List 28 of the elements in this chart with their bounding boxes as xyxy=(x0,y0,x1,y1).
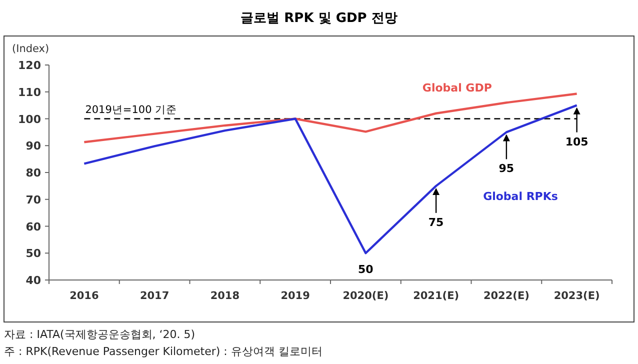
x-tick-label: 2017 xyxy=(140,290,170,302)
y-tick-label: 70 xyxy=(26,193,42,206)
y-tick-label: 40 xyxy=(26,274,42,287)
y-tick-label: 100 xyxy=(18,112,42,126)
y-tick-label: 80 xyxy=(26,166,42,180)
data-label: 105 xyxy=(565,135,588,148)
x-tick-label: 2016 xyxy=(70,290,99,302)
y-axis-title: (Index) xyxy=(12,43,50,55)
x-tick-label: 2020(E) xyxy=(342,290,389,302)
y-tick-label: 60 xyxy=(26,220,42,234)
x-tick-label: 2021(E) xyxy=(413,290,460,302)
y-tick-label: 120 xyxy=(18,59,42,72)
data-label: 50 xyxy=(358,263,374,276)
y-tick-label: 50 xyxy=(26,247,42,260)
x-tick-label: 2022(E) xyxy=(483,290,530,302)
series-label: Global GDP xyxy=(422,81,492,94)
y-tick-label: 90 xyxy=(26,140,42,153)
x-tick-label: 2023(E) xyxy=(554,290,600,302)
data-label: 75 xyxy=(428,216,444,229)
chart-title: 글로벌 RPK 및 GDP 전망 xyxy=(240,11,398,26)
text: 자료 : IATA(국제항공운송협회, ‘20. 5) xyxy=(4,328,196,341)
data-label: 95 xyxy=(498,162,514,176)
y-tick-label: 110 xyxy=(18,86,42,99)
text: Global RPKs xyxy=(483,190,558,203)
text: 주 : RPK(Revenue Passenger Kilometer) : 유상여객 킬로미터 xyxy=(4,345,322,358)
ref-line-label: 2019년=100 기준 xyxy=(85,104,178,116)
x-tick-label: 2019 xyxy=(280,290,310,302)
x-tick-label: 2018 xyxy=(210,290,240,302)
